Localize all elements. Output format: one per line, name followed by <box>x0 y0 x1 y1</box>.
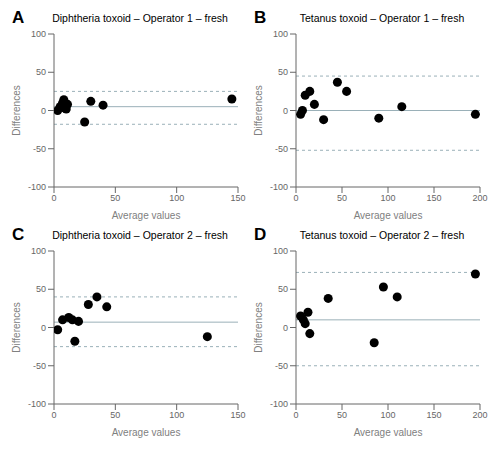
svg-text:0: 0 <box>283 106 288 116</box>
svg-text:-50: -50 <box>33 144 46 154</box>
svg-text:150: 150 <box>230 193 245 203</box>
svg-text:150: 150 <box>426 193 441 203</box>
svg-text:Average values: Average values <box>112 210 181 221</box>
svg-text:200: 200 <box>472 410 487 420</box>
html-text:D: D <box>254 225 267 244</box>
svg-text:0: 0 <box>51 410 56 420</box>
svg-text:0: 0 <box>41 106 46 116</box>
html-text:C: C <box>12 225 25 244</box>
svg-text:-100: -100 <box>270 399 288 409</box>
svg-text:0: 0 <box>41 323 46 333</box>
svg-text:50: 50 <box>110 410 120 420</box>
svg-text:50: 50 <box>36 284 46 294</box>
svg-text:-100: -100 <box>28 182 46 192</box>
html-text:A: A <box>12 8 25 27</box>
svg-text:Average values: Average values <box>354 427 423 438</box>
svg-text:100: 100 <box>31 246 46 256</box>
svg-text:50: 50 <box>337 410 347 420</box>
svg-text:Differences: Differences <box>11 85 22 135</box>
html-text:Tetanus toxoid – Operator 2 –: Tetanus toxoid – Operator 2 – fresh <box>299 229 465 241</box>
svg-text:50: 50 <box>337 193 347 203</box>
svg-text:0: 0 <box>283 323 288 333</box>
svg-text:Average values: Average values <box>112 427 181 438</box>
svg-text:50: 50 <box>36 67 46 77</box>
svg-text:0: 0 <box>293 410 298 420</box>
svg-text:50: 50 <box>278 284 288 294</box>
svg-text:50: 50 <box>278 67 288 77</box>
svg-text:-100: -100 <box>270 182 288 192</box>
html-text:Diphtheria toxoid – Operator 1: Diphtheria toxoid – Operator 1 – fresh <box>52 12 228 24</box>
svg-text:150: 150 <box>426 410 441 420</box>
svg-text:Differences: Differences <box>11 302 22 352</box>
html-text:Tetanus toxoid – Operator 1 –: Tetanus toxoid – Operator 1 – fresh <box>299 12 465 24</box>
svg-text:100: 100 <box>273 29 288 39</box>
svg-text:0: 0 <box>51 193 56 203</box>
svg-text:Average values: Average values <box>354 210 423 221</box>
svg-text:Differences: Differences <box>253 85 264 135</box>
svg-text:0: 0 <box>293 193 298 203</box>
svg-text:100: 100 <box>380 410 395 420</box>
svg-text:-100: -100 <box>28 399 46 409</box>
svg-text:-50: -50 <box>33 361 46 371</box>
svg-text:50: 50 <box>110 193 120 203</box>
svg-text:100: 100 <box>169 193 184 203</box>
svg-text:-50: -50 <box>275 144 288 154</box>
svg-text:100: 100 <box>169 410 184 420</box>
svg-text:200: 200 <box>472 193 487 203</box>
svg-text:100: 100 <box>273 246 288 256</box>
html-text:B: B <box>254 8 267 27</box>
svg-text:Differences: Differences <box>253 302 264 352</box>
svg-text:150: 150 <box>230 410 245 420</box>
svg-text:100: 100 <box>31 29 46 39</box>
svg-text:100: 100 <box>380 193 395 203</box>
svg-text:-50: -50 <box>275 361 288 371</box>
html-text:Diphtheria toxoid – Operator 2: Diphtheria toxoid – Operator 2 – fresh <box>52 229 228 241</box>
